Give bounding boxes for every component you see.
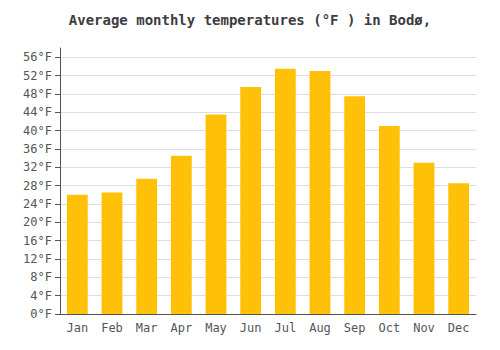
svg-text:Dec: Dec bbox=[448, 321, 470, 335]
svg-text:28°F: 28°F bbox=[23, 179, 52, 193]
svg-text:8°F: 8°F bbox=[30, 270, 52, 284]
svg-text:Aug: Aug bbox=[309, 321, 331, 335]
svg-text:32°F: 32°F bbox=[23, 160, 52, 174]
svg-text:36°F: 36°F bbox=[23, 142, 52, 156]
svg-text:52°F: 52°F bbox=[23, 69, 52, 83]
svg-text:Sep: Sep bbox=[344, 321, 366, 335]
svg-text:Nov: Nov bbox=[413, 321, 435, 335]
svg-text:May: May bbox=[205, 321, 227, 335]
svg-text:12°F: 12°F bbox=[23, 252, 52, 266]
svg-text:24°F: 24°F bbox=[23, 197, 52, 211]
svg-text:16°F: 16°F bbox=[23, 234, 52, 248]
svg-text:Jul: Jul bbox=[274, 321, 296, 335]
svg-text:Average monthly temperatures (: Average monthly temperatures (°F ) in Bo… bbox=[69, 12, 431, 28]
svg-text:Jun: Jun bbox=[240, 321, 262, 335]
svg-text:44°F: 44°F bbox=[23, 105, 52, 119]
svg-text:4°F: 4°F bbox=[30, 289, 52, 303]
svg-text:40°F: 40°F bbox=[23, 124, 52, 138]
svg-text:56°F: 56°F bbox=[23, 50, 52, 64]
svg-text:0°F: 0°F bbox=[30, 307, 52, 321]
svg-text:Jan: Jan bbox=[66, 321, 88, 335]
svg-text:48°F: 48°F bbox=[23, 87, 52, 101]
svg-text:Feb: Feb bbox=[101, 321, 123, 335]
svg-text:Apr: Apr bbox=[170, 321, 192, 335]
svg-text:Oct: Oct bbox=[378, 321, 400, 335]
svg-text:20°F: 20°F bbox=[23, 215, 52, 229]
svg-text:Mar: Mar bbox=[136, 321, 158, 335]
